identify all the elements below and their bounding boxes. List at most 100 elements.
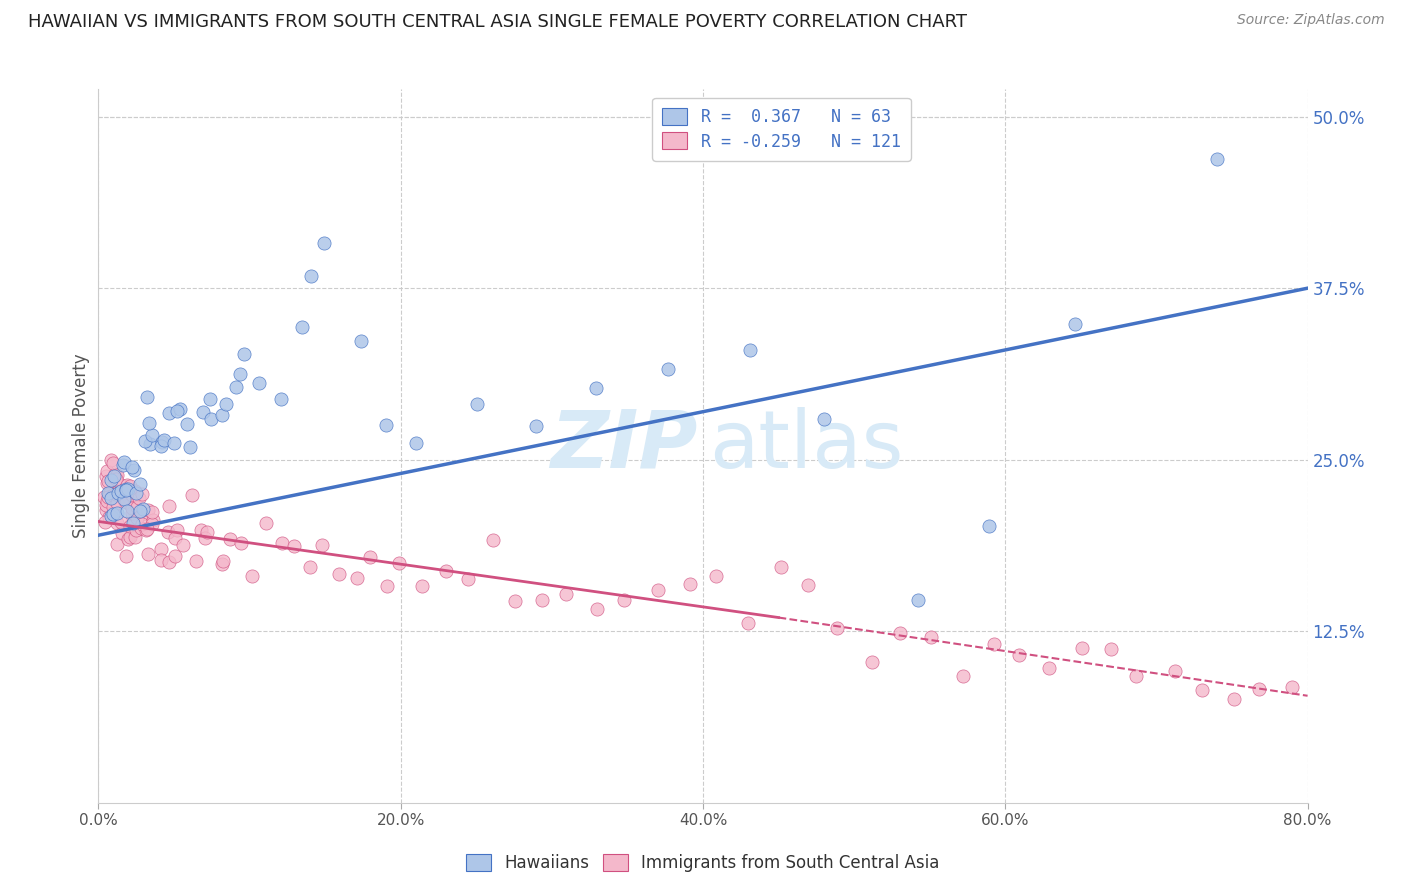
Point	[555, 587, 578, 601]
Point	[94, 502, 117, 516]
Point	[198, 392, 221, 406]
Text: Source: ZipAtlas.com: Source: ZipAtlas.com	[1237, 13, 1385, 28]
Point	[120, 486, 142, 500]
Point	[107, 483, 129, 498]
Point	[254, 516, 277, 530]
Point	[157, 525, 180, 540]
Point	[977, 519, 1000, 533]
Point	[114, 483, 136, 498]
Point	[211, 557, 233, 571]
Point	[190, 523, 212, 537]
Point	[105, 487, 128, 501]
Point	[129, 521, 152, 535]
Point	[311, 538, 333, 552]
Point	[97, 486, 120, 500]
Point	[153, 434, 176, 448]
Point	[136, 523, 159, 537]
Point	[128, 503, 150, 517]
Point	[219, 532, 242, 546]
Point	[704, 569, 727, 583]
Point	[124, 483, 146, 498]
Point	[94, 516, 117, 530]
Point	[530, 592, 553, 607]
Point	[97, 474, 120, 488]
Point	[138, 416, 160, 430]
Point	[114, 495, 136, 509]
Point	[827, 621, 849, 635]
Point	[118, 496, 141, 510]
Point	[647, 582, 669, 597]
Point	[585, 381, 607, 395]
Point	[179, 440, 201, 454]
Point	[122, 462, 145, 476]
Point	[860, 655, 883, 669]
Point	[105, 516, 128, 530]
Point	[907, 593, 929, 607]
Point	[211, 408, 233, 422]
Point	[96, 464, 118, 478]
Point	[149, 439, 172, 453]
Point	[1038, 660, 1060, 674]
Point	[482, 533, 505, 548]
Point	[229, 368, 252, 382]
Point	[122, 516, 145, 531]
Point	[291, 320, 314, 334]
Point	[312, 236, 335, 251]
Point	[134, 434, 156, 449]
Point	[738, 343, 761, 357]
Point	[100, 453, 122, 467]
Point	[298, 560, 321, 574]
Point	[194, 532, 217, 546]
Point	[375, 418, 398, 433]
Point	[769, 560, 792, 574]
Point	[118, 519, 141, 533]
Point	[103, 488, 125, 502]
Point	[98, 486, 121, 500]
Point	[104, 467, 127, 481]
Point	[97, 491, 120, 505]
Point	[96, 469, 118, 483]
Point	[657, 362, 679, 376]
Point	[411, 579, 433, 593]
Point	[101, 510, 124, 524]
Point	[121, 488, 143, 502]
Point	[139, 437, 162, 451]
Point	[952, 669, 974, 683]
Point	[118, 479, 141, 493]
Point	[121, 501, 143, 516]
Point	[1164, 665, 1187, 679]
Point	[96, 476, 118, 491]
Point	[240, 569, 263, 583]
Point	[141, 505, 163, 519]
Point	[97, 510, 120, 524]
Point	[737, 615, 759, 630]
Point	[328, 566, 350, 581]
Point	[124, 486, 146, 500]
Point	[96, 493, 118, 508]
Point	[120, 497, 142, 511]
Point	[181, 488, 204, 502]
Point	[111, 526, 134, 541]
Point	[135, 390, 157, 404]
Point	[125, 500, 148, 515]
Point	[1008, 648, 1031, 662]
Point	[103, 469, 125, 483]
Point	[350, 334, 373, 348]
Point	[1191, 683, 1213, 698]
Point	[211, 554, 233, 568]
Point	[920, 630, 942, 644]
Point	[346, 571, 368, 585]
Point	[889, 625, 911, 640]
Point	[163, 549, 186, 564]
Point	[121, 507, 143, 521]
Point	[110, 478, 132, 492]
Point	[1070, 641, 1092, 656]
Point	[465, 397, 488, 411]
Point	[169, 401, 191, 416]
Point	[215, 397, 238, 411]
Point	[1205, 152, 1227, 166]
Point	[101, 500, 124, 514]
Point	[166, 523, 188, 537]
Point	[141, 516, 163, 531]
Point	[115, 504, 138, 518]
